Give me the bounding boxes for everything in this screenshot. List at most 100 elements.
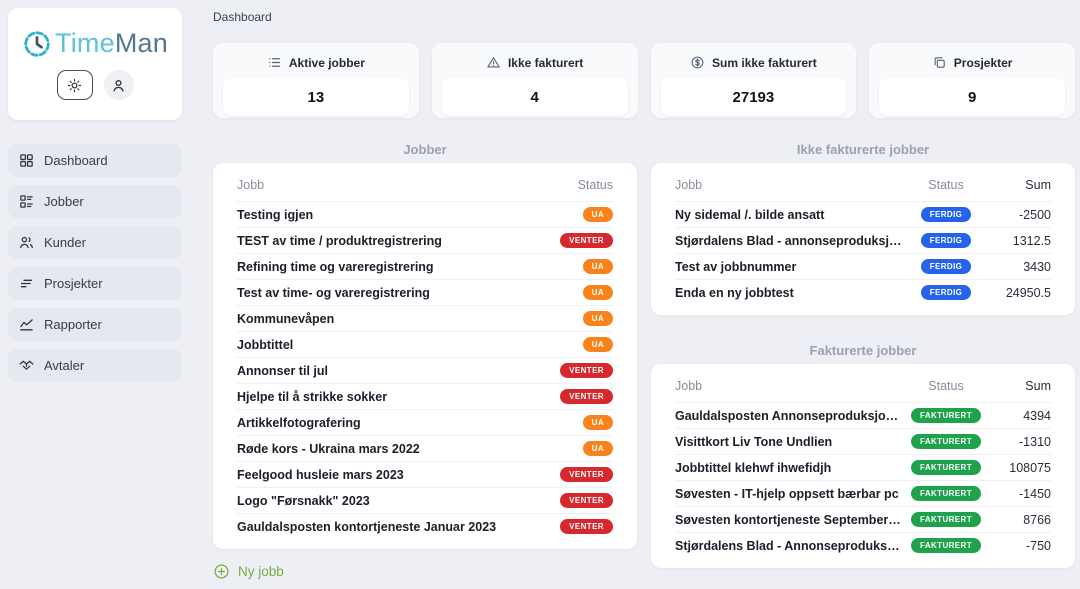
column-header-sum: Sum [1025,379,1051,393]
table-row[interactable]: Visittkort Liv Tone Undlien FAKTURERT -1… [675,428,1051,454]
job-title: Stjørdalens Blad - Annonseproduksjon mar… [675,538,903,553]
job-sum: 4394 [1023,408,1051,423]
table-row[interactable]: Gauldalsposten kontortjeneste Januar 202… [237,513,613,539]
status-badge: VENTER [560,233,613,248]
sidebar-item-label: Dashboard [44,153,108,168]
status-badge: UA [582,311,613,326]
table-row[interactable]: Artikkelfotografering UA [237,409,613,435]
sidebar-item-avtaler[interactable]: Avtaler [8,349,182,382]
logo-card: TimeMan [8,8,182,120]
jobber-section: Jobber Jobb Status Testing igjen UA [213,140,637,585]
status-badge: UA [582,337,613,352]
chart-line-icon [18,316,35,333]
job-title: Test av time- og vareregistrering [237,285,430,300]
job-title: Refining time og vareregistrering [237,259,434,274]
table-row[interactable]: Stjørdalens Blad - annonseproduksjon jun… [675,227,1051,253]
job-title: Søvesten kontortjeneste September 2022 [675,512,903,527]
status-badge: FAKTURERT [910,408,982,423]
table-row[interactable]: Annonser til jul VENTER [237,357,613,383]
table-row[interactable]: Søvesten kontortjeneste September 2022 F… [675,506,1051,532]
dollar-circle-icon [690,55,705,70]
stat-label: Sum ikke fakturert [712,55,817,70]
job-sum: 8766 [1023,512,1051,527]
status-badge: UA [582,415,613,430]
job-sum: -2500 [1019,207,1051,222]
sun-icon [66,77,83,94]
list-details-icon [18,193,35,210]
table-row[interactable]: Ny sidemal /. bilde ansatt FERDIG -2500 [675,201,1051,227]
column-header-jobb: Jobb [675,379,703,393]
job-title: Gauldalsposten Annonseproduksjon April 2… [675,408,903,423]
ikke-fakturerte-table-body: Ny sidemal /. bilde ansatt FERDIG -2500 … [675,201,1051,305]
status-badge: VENTER [560,467,613,482]
sidebar-item-label: Jobber [44,194,84,209]
stat-value: 9 [879,78,1065,116]
sidebar-item-jobber[interactable]: Jobber [8,185,182,218]
table-row[interactable]: Søvesten - IT-hjelp oppsett bærbar pc FA… [675,480,1051,506]
sidebar-item-rapporter[interactable]: Rapporter [8,308,182,341]
status-badge: UA [582,207,613,222]
table-row[interactable]: Logo "Førsnakk" 2023 VENTER [237,487,613,513]
table-row[interactable]: Refining time og vareregistrering UA [237,253,613,279]
user-icon [110,77,127,94]
status-badge: FERDIG [920,259,972,274]
jobber-table-body: Testing igjen UA TEST av time / produktr… [237,201,613,539]
job-title: Feelgood husleie mars 2023 [237,467,404,482]
theme-toggle-button[interactable] [56,70,93,100]
table-row[interactable]: Hjelpe til å strikke sokker VENTER [237,383,613,409]
table-row[interactable]: Test av jobbnummer FERDIG 3430 [675,253,1051,279]
stat-card-aktive-jobber: Aktive jobber 13 [213,43,419,118]
sidebar-item-prosjekter[interactable]: Prosjekter [8,267,182,300]
column-header-status: Status [577,178,613,192]
table-row[interactable]: TEST av time / produktregistrering VENTE… [237,227,613,253]
table-row[interactable]: Jobbtittel klehwf ihwefidjh FAKTURERT 10… [675,454,1051,480]
status-badge: UA [582,441,613,456]
stat-value: 27193 [660,78,847,116]
job-title: Hjelpe til å strikke sokker [237,389,388,404]
job-title: Jobbtittel [237,337,294,352]
job-sum: 3430 [1023,259,1051,274]
sidebar-item-label: Rapporter [44,317,102,332]
status-badge: VENTER [560,363,613,378]
job-title: Røde kors - Ukraina mars 2022 [237,441,420,456]
profile-button[interactable] [103,70,134,100]
job-title: Testing igjen [237,207,314,222]
table-row[interactable]: Røde kors - Ukraina mars 2022 UA [237,435,613,461]
jobber-section-title: Jobber [403,142,447,157]
table-row[interactable]: Enda en ny jobbtest FERDIG 24950.5 [675,279,1051,305]
fakturerte-table: Jobb Status Sum Gauldalsposten Annonsepr… [651,364,1075,568]
job-sum: -1450 [1019,486,1051,501]
job-title: Søvesten - IT-hjelp oppsett bærbar pc [675,486,899,501]
job-title: Visittkort Liv Tone Undlien [675,434,833,449]
warning-triangle-icon [486,55,501,70]
stat-value: 13 [223,78,409,116]
status-badge: VENTER [560,493,613,508]
column-header-jobb: Jobb [237,178,265,192]
table-row[interactable]: Test av time- og vareregistrering UA [237,279,613,305]
handshake-icon [18,357,35,374]
sidebar-item-dashboard[interactable]: Dashboard [8,144,182,177]
job-sum: 24950.5 [1005,285,1051,300]
status-badge: FAKTURERT [910,434,982,449]
table-row[interactable]: Stjørdalens Blad - Annonseproduksjon mar… [675,532,1051,558]
sidebar-nav: Dashboard Jobber Kunder [8,144,182,382]
fakturerte-table-header: Jobb Status Sum [675,370,1051,402]
stat-card-sum-ikke-fakturert: Sum ikke fakturert 27193 [650,43,857,118]
table-row[interactable]: Testing igjen UA [237,201,613,227]
status-badge: UA [582,285,613,300]
fakturerte-section-title: Fakturerte jobber [809,343,917,358]
table-row[interactable]: Jobbtittel UA [237,331,613,357]
stat-card-ikke-fakturert: Ikke fakturert 4 [431,43,638,118]
table-row[interactable]: Gauldalsposten Annonseproduksjon April 2… [675,402,1051,428]
sidebar-item-label: Kunder [44,235,86,250]
sidebar-item-kunder[interactable]: Kunder [8,226,182,259]
new-job-button[interactable]: Ny jobb [213,563,284,580]
breadcrumb: Dashboard [213,10,272,24]
column-header-sum: Sum [1025,178,1051,192]
status-badge: VENTER [560,519,613,534]
status-badge: FERDIG [920,207,972,222]
table-row[interactable]: Feelgood husleie mars 2023 VENTER [237,461,613,487]
column-header-status: Status [928,178,964,192]
table-row[interactable]: Kommunevåpen UA [237,305,613,331]
clock-icon [22,29,52,59]
